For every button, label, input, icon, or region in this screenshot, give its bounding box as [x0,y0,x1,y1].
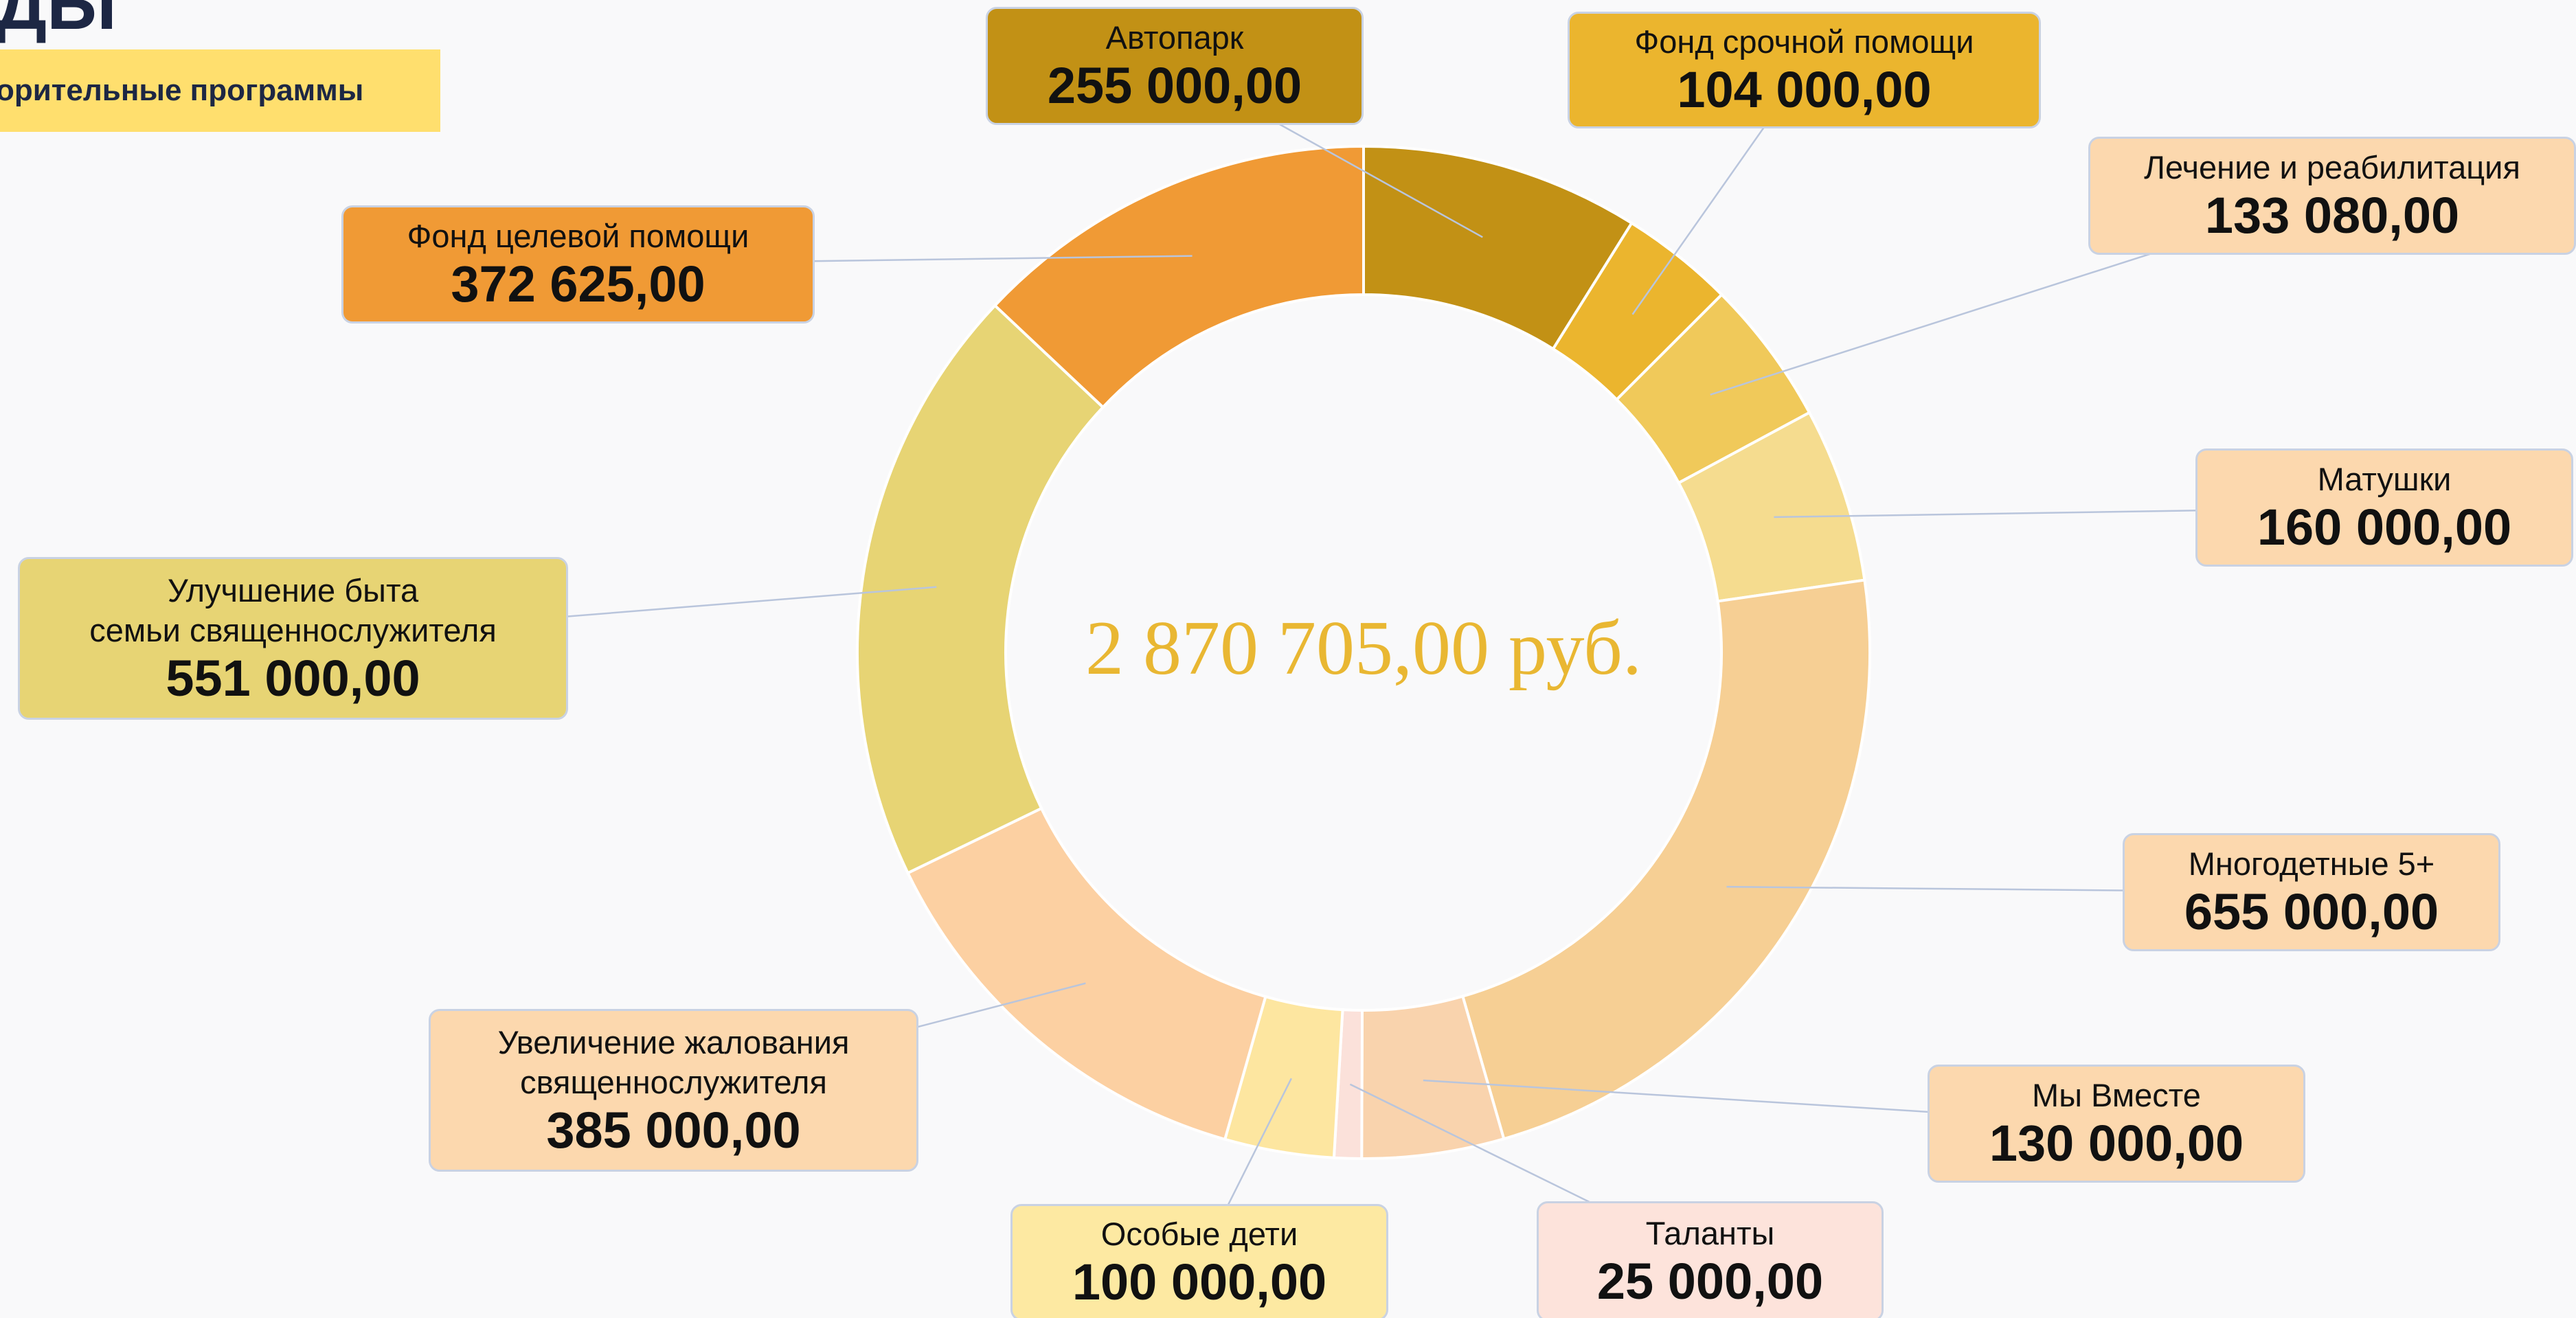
value-label: 655 000,00 [2184,884,2439,940]
label-box: Многодетные 5+655 000,00 [2123,833,2500,951]
category-label: Автопарк [1106,18,1244,58]
category-label: Многодетные 5+ [2189,844,2435,884]
category-label: Матушки [2318,459,2452,499]
value-label: 372 625,00 [451,256,705,313]
value-label: 133 080,00 [2205,188,2459,244]
tab-label: орительные программы [0,73,363,108]
category-label: Увеличение жалования священнослужителя [498,1023,850,1102]
value-label: 385 000,00 [546,1102,800,1159]
value-label: 255 000,00 [1048,58,1302,114]
category-label: Лечение и реабилитация [2144,148,2520,188]
value-label: 100 000,00 [1072,1254,1326,1310]
category-label: Фонд целевой помощи [407,216,749,256]
category-label: Таланты [1646,1214,1775,1253]
tab[interactable]: орительные программы [0,49,440,132]
page-title: ДЫ [0,0,117,46]
category-label: Мы Вместе [2032,1076,2201,1115]
value-label: 160 000,00 [2257,499,2511,556]
value-label: 551 000,00 [166,650,420,707]
donut-slice [908,808,1266,1139]
donut-slice [857,306,1103,873]
value-label: 130 000,00 [1989,1115,2244,1172]
page: ДЫ орительные программы 2 870 705,00 руб… [0,0,2576,1318]
value-label: 104 000,00 [1677,62,1931,118]
value-label: 25 000,00 [1597,1253,1823,1310]
total-label: 2 870 705,00 руб. [951,604,1776,693]
category-label: Фонд срочной помощи [1635,22,1974,62]
category-label: Особые дети [1101,1214,1298,1254]
category-label: Улучшение быта семьи священнослужителя [89,571,497,650]
